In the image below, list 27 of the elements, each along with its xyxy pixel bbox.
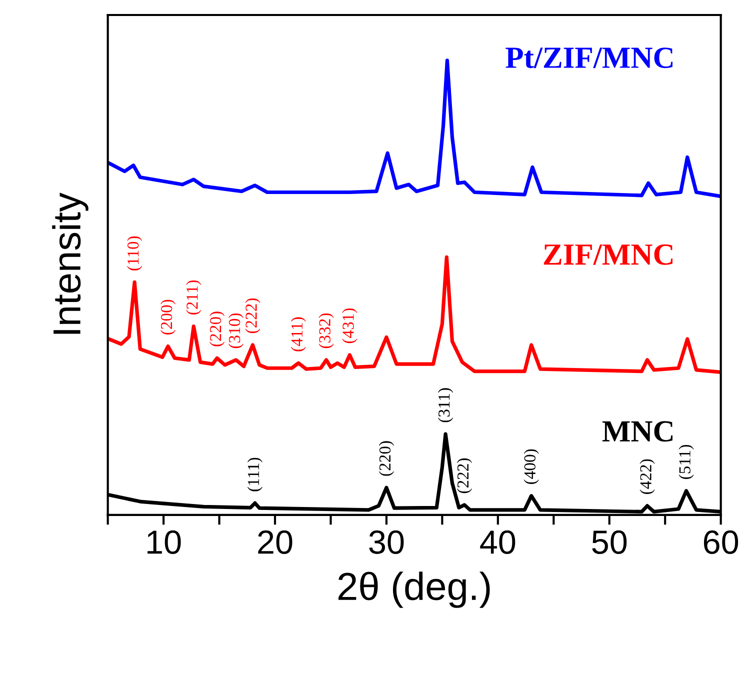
annotation: (222) <box>245 298 260 334</box>
annotation: (511) <box>678 444 694 479</box>
annotation: (400) <box>524 449 539 484</box>
x-tick-label: 40 <box>480 530 516 554</box>
annotation: (211) <box>186 280 202 314</box>
annotation: (332) <box>318 313 334 348</box>
annotation: (111) <box>247 458 262 492</box>
text: ZIF/MNC <box>544 244 673 265</box>
annotation: (310) <box>228 313 244 348</box>
x-tick-label: 50 <box>592 530 627 554</box>
y-axis-title: Intensity <box>52 192 88 334</box>
annotation: (411) <box>290 317 306 352</box>
x-tick-label: 60 <box>704 530 738 554</box>
annotation: (431) <box>342 308 358 344</box>
series-label: MNC <box>602 421 673 442</box>
annotation: (222) <box>456 458 472 494</box>
x-axis-title: 2θ (deg.) <box>338 572 490 608</box>
series-label: Pt/ZIF/MNC <box>506 48 673 68</box>
annotation: (422) <box>640 459 655 494</box>
annotation: (311) <box>438 388 454 422</box>
annotation: (200) <box>160 300 176 334</box>
annotation: (110) <box>127 236 142 270</box>
annotation: (220) <box>378 441 394 476</box>
x-tick-label: 10 <box>148 530 181 554</box>
annotation: (220) <box>209 312 225 346</box>
x-tick-label: 20 <box>258 530 292 554</box>
x-tick-label: 30 <box>369 530 404 554</box>
